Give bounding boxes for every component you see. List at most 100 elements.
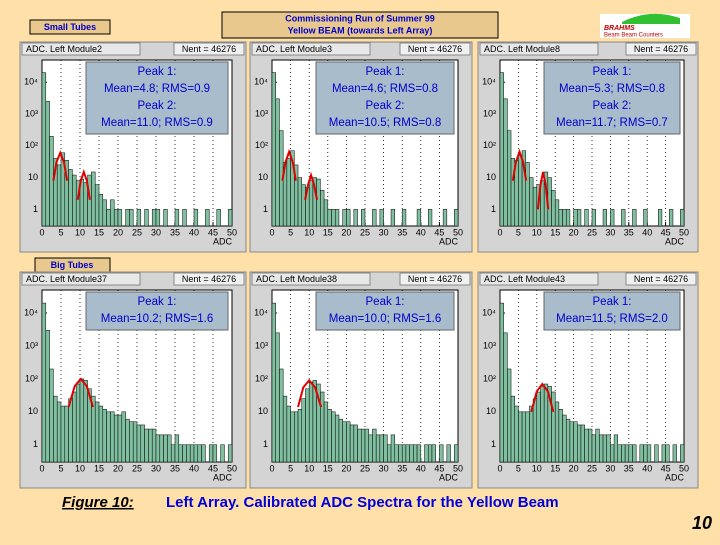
stats-line: Mean=4.6; RMS=0.8: [332, 83, 438, 95]
x-axis-label: ADC: [213, 236, 233, 246]
entries-box: [625, 272, 697, 286]
bar: [110, 199, 115, 227]
y-tick-label: 10: [258, 406, 268, 416]
x-tick-label: 0: [269, 227, 274, 237]
bar: [554, 401, 560, 463]
x-tick-label: 45: [208, 227, 218, 237]
bar: [60, 405, 66, 463]
bar: [357, 428, 362, 463]
y-tick-label: 10²: [25, 140, 38, 150]
x-tick-label: 50: [453, 227, 463, 237]
x-tick-label: 10: [532, 227, 542, 237]
bar: [602, 209, 607, 227]
x-tick-label: 10: [532, 463, 542, 473]
bar: [665, 444, 670, 463]
bar: [56, 164, 62, 227]
x-axis-label: ADC: [665, 236, 685, 246]
bar: [91, 171, 96, 227]
x-tick-label: 50: [453, 463, 463, 473]
bar: [159, 434, 164, 463]
bar: [163, 209, 168, 227]
x-tick-label: 25: [360, 463, 370, 473]
bar: [551, 189, 556, 227]
bar: [413, 444, 418, 463]
bar: [503, 98, 508, 227]
title-box: [21, 272, 141, 286]
x-tick-label: 25: [360, 227, 370, 237]
x-tick-label: 20: [569, 227, 579, 237]
entries-box: [173, 42, 245, 56]
bar: [565, 209, 571, 227]
bar: [155, 434, 161, 463]
bar: [136, 209, 142, 227]
x-tick-label: 40: [189, 227, 199, 237]
y-tick-label: 10²: [483, 373, 496, 383]
bar: [680, 444, 685, 463]
x-tick-label: 5: [516, 227, 521, 237]
y-tick-label: 10: [258, 172, 268, 182]
bar: [83, 182, 88, 227]
bar: [573, 209, 578, 227]
x-tick-label: 25: [132, 227, 142, 237]
bar: [639, 444, 644, 463]
bar: [525, 162, 530, 227]
bar: [569, 421, 574, 463]
bar: [301, 398, 306, 463]
bar: [398, 444, 403, 463]
bar: [125, 209, 130, 227]
x-tick-label: 15: [323, 227, 333, 237]
x-tick-label: 25: [587, 463, 597, 473]
bar: [323, 401, 329, 463]
bar: [353, 209, 358, 227]
bar: [543, 383, 549, 463]
y-tick-label: 10: [28, 172, 38, 182]
bar: [353, 424, 358, 463]
panel-title: ADC. Left Module38: [256, 274, 337, 284]
bar: [327, 408, 332, 463]
x-tick-label: 35: [170, 463, 180, 473]
bar: [151, 428, 157, 463]
bar: [102, 199, 107, 227]
bar: [643, 209, 648, 227]
bar: [540, 385, 545, 463]
x-tick-label: 10: [75, 227, 85, 237]
bar: [588, 428, 593, 463]
bar: [117, 414, 123, 463]
bar: [331, 209, 336, 227]
x-tick-label: 15: [323, 463, 333, 473]
bar: [416, 209, 422, 227]
bar: [439, 444, 444, 463]
y-tick-label: 1: [33, 204, 38, 214]
x-tick-label: 35: [624, 227, 634, 237]
bar: [182, 444, 187, 463]
x-tick-label: 45: [434, 463, 444, 473]
y-tick-label: 10: [486, 406, 496, 416]
bar: [591, 434, 596, 463]
bar: [510, 395, 515, 463]
bar: [416, 444, 422, 463]
bar: [610, 209, 615, 227]
bar: [220, 444, 225, 463]
bar: [558, 209, 563, 227]
entries: Nent = 46276: [182, 44, 236, 54]
stats-line: Mean=10.5; RMS=0.8: [329, 117, 442, 129]
y-tick-label: 1: [491, 204, 496, 214]
bar: [401, 444, 407, 463]
bar: [193, 444, 199, 463]
x-tick-label: 15: [550, 463, 560, 473]
bar: [167, 434, 172, 463]
x-tick-label: 50: [679, 227, 689, 237]
x-tick-label: 0: [269, 463, 274, 473]
stats-line: Peak 1:: [366, 66, 405, 78]
bar: [617, 444, 622, 463]
bar: [507, 130, 512, 227]
bar: [205, 209, 210, 227]
bar: [305, 388, 310, 463]
stats-line: Peak 1:: [593, 66, 632, 78]
bar: [106, 209, 111, 227]
x-tick-label: 40: [642, 463, 652, 473]
x-tick-label: 10: [75, 463, 85, 473]
stats-line: Mean=10.2; RMS=1.6: [101, 313, 214, 325]
caption-text: Left Array. Calibrated ADC Spectra for t…: [166, 494, 559, 511]
